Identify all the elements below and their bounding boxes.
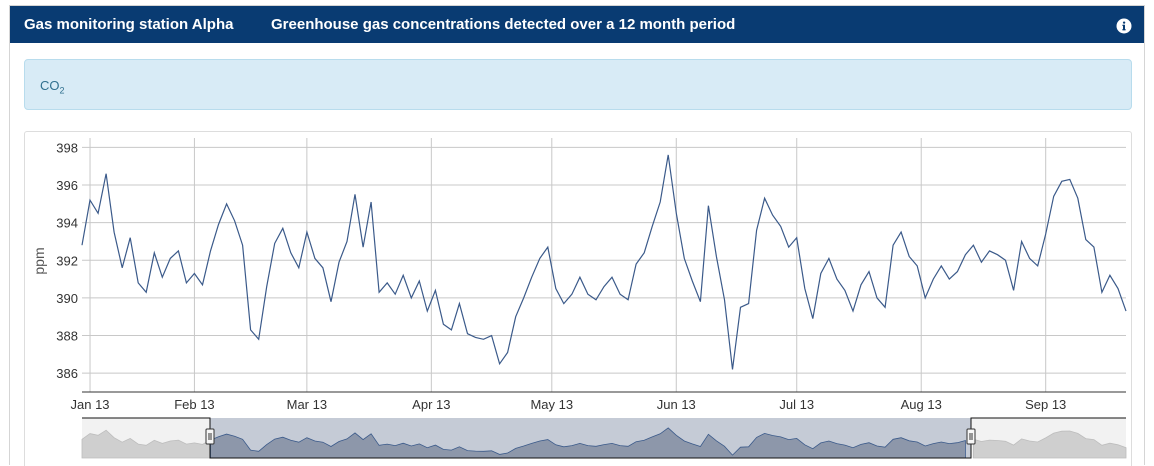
navigator-area-outside — [81, 429, 1127, 459]
y-axis-label: ppm — [31, 247, 47, 274]
x-tick-label: Jul 13 — [779, 397, 814, 412]
range-navigator[interactable] — [81, 417, 1127, 459]
y-tick-label: 396 — [56, 178, 78, 193]
x-tick-label: Jan 13 — [71, 397, 110, 412]
range-handle-left-icon[interactable] — [205, 428, 215, 445]
y-tick-labels: 386 388 390 392 394 396 398 — [56, 140, 78, 381]
info-circle-icon[interactable] — [1116, 18, 1132, 34]
navigator-outline — [82, 417, 1126, 459]
dashboard-panel: Gas monitoring station Alpha Greenhouse … — [9, 5, 1145, 466]
x-tick-label: Jun 13 — [657, 397, 696, 412]
x-tick-label: Sep 13 — [1025, 397, 1066, 412]
y-tick-label: 386 — [56, 366, 78, 381]
y-tick-label: 398 — [56, 140, 78, 155]
y-tick-label: 394 — [56, 216, 78, 231]
x-tick-label: Mar 13 — [287, 397, 327, 412]
range-handle-right-icon[interactable] — [966, 428, 976, 445]
header-description: Greenhouse gas concentrations detected o… — [271, 16, 736, 33]
gas-label-subscript: 2 — [59, 85, 65, 96]
co2-series-line — [81, 154, 1127, 370]
x-tick-label: May 13 — [530, 397, 573, 412]
chart-container: 386 388 390 392 394 396 398 ppm Jan 13 Feb 13 Ma… — [24, 131, 1132, 466]
x-tick-label: Apr 13 — [412, 397, 450, 412]
navigator-area-selected — [210, 427, 966, 459]
grid-lines — [82, 138, 1126, 392]
header-bar: Gas monitoring station Alpha Greenhouse … — [10, 6, 1144, 43]
gas-tab-co2[interactable]: CO2 — [40, 78, 65, 96]
gas-label-main: CO — [40, 78, 60, 93]
y-tick-label: 390 — [56, 291, 78, 306]
gas-selector-bar: CO2 — [24, 59, 1132, 110]
x-tick-label: Aug 13 — [901, 397, 942, 412]
co2-chart: 386 388 390 392 394 396 398 ppm Jan 13 Feb 13 Ma… — [31, 138, 1127, 459]
y-tick-label: 388 — [56, 329, 78, 344]
y-tick-label: 392 — [56, 253, 78, 268]
x-tick-labels: Jan 13 Feb 13 Mar 13 Apr 13 May 13 Jun 13 Jul … — [71, 397, 1067, 412]
x-tick-label: Feb 13 — [174, 397, 214, 412]
station-name: Gas monitoring station Alpha — [24, 16, 234, 33]
